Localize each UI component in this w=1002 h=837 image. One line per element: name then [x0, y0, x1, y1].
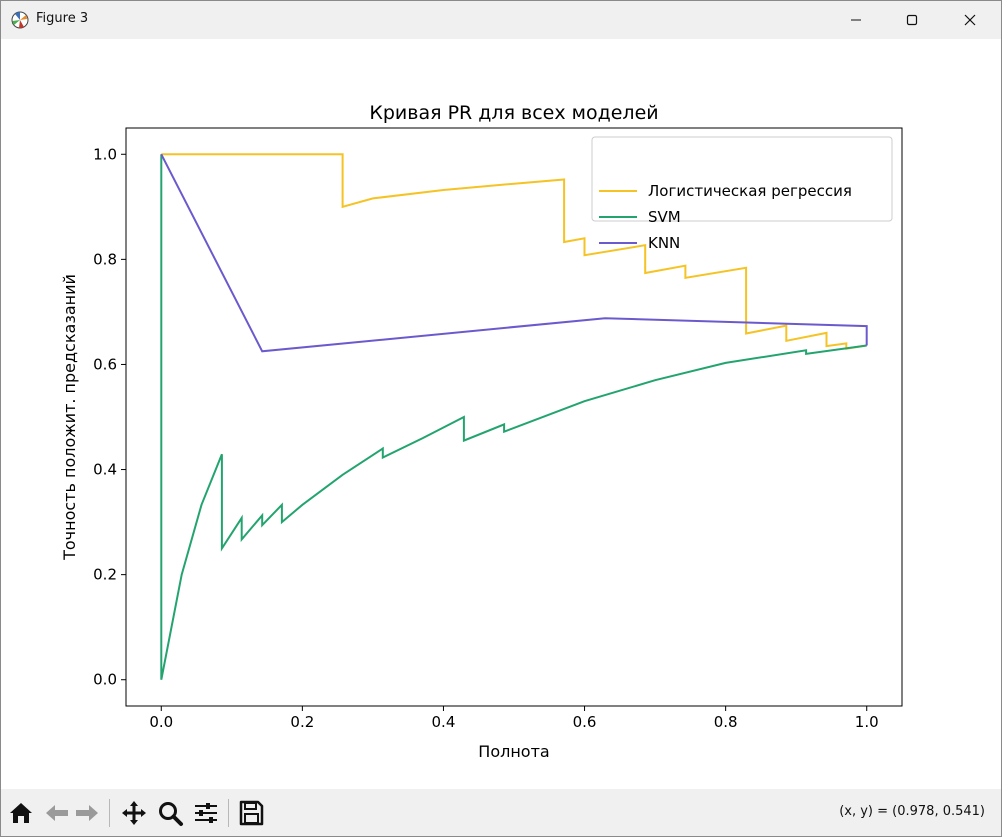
pan-icon: [122, 801, 146, 825]
close-icon: [964, 14, 976, 26]
x-axis: 0.0 0.2 0.4 0.6 0.8 1.0: [149, 706, 879, 731]
y-tick-label: 0.0: [93, 671, 117, 689]
y-tick-label: 0.6: [93, 355, 117, 373]
legend-label: KNN: [648, 234, 680, 252]
home-button[interactable]: [5, 797, 37, 829]
save-button[interactable]: [235, 797, 267, 829]
toolbar: (x, y) = (0.978, 0.541): [1, 789, 1001, 836]
legend: Логистическая регрессия SVM KNN: [591, 136, 893, 252]
matplotlib-logo-icon: [11, 11, 29, 29]
maximize-button[interactable]: [883, 1, 941, 39]
series-line-1: [160, 154, 867, 680]
close-button[interactable]: [941, 1, 999, 39]
series-line-0: [161, 153, 867, 350]
series-lines: [160, 153, 868, 680]
x-tick-label: 1.0: [855, 713, 879, 731]
save-icon: [239, 800, 264, 826]
legend-label: SVM: [648, 208, 681, 226]
minimize-icon: [851, 19, 861, 21]
home-icon: [10, 803, 32, 823]
y-tick-label: 0.2: [93, 566, 117, 584]
y-tick-label: 1.0: [93, 145, 117, 163]
window-title: Figure 3: [36, 11, 89, 26]
y-axis: 0.0 0.2 0.4 0.6 0.8 1.0: [93, 145, 126, 689]
back-button[interactable]: [41, 797, 73, 829]
cursor-coordinates: (x, y) = (0.978, 0.541): [839, 804, 985, 819]
configure-subplots-icon: [195, 803, 217, 823]
configure-subplots-button[interactable]: [190, 797, 222, 829]
x-axis-label: Полнота: [478, 742, 549, 761]
x-tick-label: 0.4: [432, 713, 456, 731]
pan-button[interactable]: [118, 797, 150, 829]
plot-frame: [125, 127, 903, 707]
y-tick-label: 0.4: [93, 461, 117, 479]
toolbar-separator: [228, 799, 229, 827]
pr-curve-chart[interactable]: Кривая PR для всех моделей 0.0 0.2 0.4 0.6 0…: [1, 39, 1001, 789]
minimize-button[interactable]: [827, 1, 885, 39]
forward-icon: [76, 805, 98, 821]
maximize-icon: [906, 14, 918, 26]
x-tick-label: 0.8: [714, 713, 738, 731]
toolbar-separator: [109, 799, 110, 827]
x-tick-label: 0.6: [573, 713, 597, 731]
legend-box: [591, 136, 893, 222]
chart-title: Кривая PR для всех моделей: [369, 102, 658, 124]
y-tick-label: 0.8: [93, 250, 117, 268]
x-tick-label: 0.0: [149, 713, 173, 731]
title-bar[interactable]: Figure 3: [1, 1, 1001, 39]
series-line-2: [160, 153, 868, 353]
y-axis-label: Точность положит. предсказаний: [60, 274, 79, 561]
zoom-button[interactable]: [154, 797, 186, 829]
forward-button[interactable]: [71, 797, 103, 829]
plot-area[interactable]: Кривая PR для всех моделей 0.0 0.2 0.4 0.6 0…: [1, 39, 1001, 789]
back-icon: [46, 805, 68, 821]
x-tick-label: 0.2: [290, 713, 314, 731]
zoom-icon: [159, 802, 183, 826]
legend-label: Логистическая регрессия: [648, 182, 852, 200]
